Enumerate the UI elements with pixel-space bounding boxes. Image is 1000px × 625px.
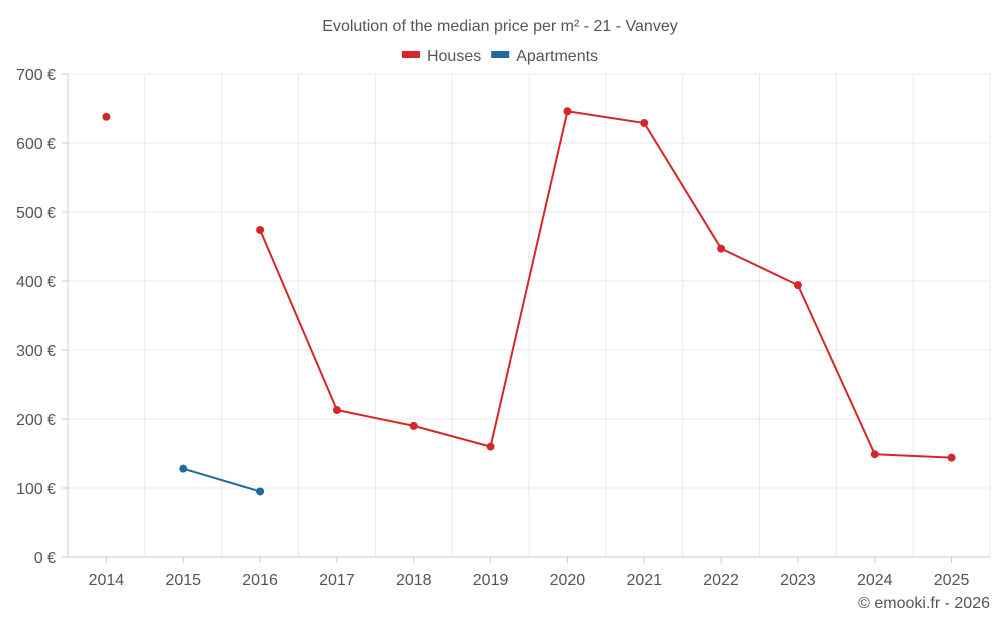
legend-swatch bbox=[491, 51, 510, 58]
x-tick-label: 2025 bbox=[934, 572, 970, 589]
axes: 0 € 100 € 200 € 300 € 400 € 500 € 600 € 700 € 20… bbox=[16, 67, 990, 589]
grid bbox=[67, 73, 991, 557]
x-tick-label: 2021 bbox=[626, 572, 662, 589]
x-tick-label: 2019 bbox=[473, 572, 509, 589]
x-tick-label: 2024 bbox=[857, 572, 893, 589]
apartments-series-line bbox=[182, 467, 261, 493]
legend-swatch bbox=[401, 51, 420, 58]
houses-point-2021[interactable] bbox=[640, 118, 649, 127]
y-tick-label: 700 € bbox=[16, 67, 56, 84]
houses-series-line bbox=[259, 110, 952, 459]
x-tick-label: 2022 bbox=[703, 572, 739, 589]
x-tick-label: 2015 bbox=[165, 572, 201, 589]
credit-text: © emooki.fr - 2026 bbox=[858, 595, 990, 612]
legend-label: Apartments bbox=[516, 48, 598, 65]
houses-point-2019[interactable] bbox=[486, 442, 495, 451]
houses-point-2014[interactable] bbox=[102, 112, 111, 121]
x-tick-label: 2016 bbox=[242, 572, 278, 589]
legend-item-apartments[interactable]: Apartments bbox=[491, 48, 598, 65]
x-tick-label: 2014 bbox=[89, 572, 125, 589]
y-tick-label: 200 € bbox=[16, 412, 56, 429]
y-tick-label: 0 € bbox=[34, 550, 56, 567]
apartments-point-2016[interactable] bbox=[256, 487, 265, 496]
houses-point-2022[interactable] bbox=[717, 244, 726, 253]
houses-point-2018[interactable] bbox=[409, 421, 418, 430]
x-tick-label: 2017 bbox=[319, 572, 355, 589]
x-tick-label: 2018 bbox=[396, 572, 432, 589]
y-tick-label: 100 € bbox=[16, 481, 56, 498]
apartments-point-2015[interactable] bbox=[179, 464, 188, 473]
legend-item-houses[interactable]: Houses bbox=[401, 48, 481, 65]
houses-point-2017[interactable] bbox=[332, 406, 341, 415]
y-tick-label: 600 € bbox=[16, 136, 56, 153]
chart-title: Evolution of the median price per m² - 2… bbox=[322, 18, 677, 35]
houses-point-2025[interactable] bbox=[947, 453, 956, 462]
houses-point-2020[interactable] bbox=[563, 107, 572, 116]
legend: Houses Apartments bbox=[401, 48, 598, 65]
houses-point-2024[interactable] bbox=[870, 450, 879, 459]
houses-point-2023[interactable] bbox=[793, 281, 802, 290]
legend-label: Houses bbox=[427, 48, 481, 65]
series-layer bbox=[102, 107, 956, 496]
x-tick-label: 2020 bbox=[550, 572, 586, 589]
houses-point-2016[interactable] bbox=[256, 225, 265, 234]
y-tick-label: 400 € bbox=[16, 274, 56, 291]
x-tick-label: 2023 bbox=[780, 572, 816, 589]
y-tick-label: 300 € bbox=[16, 343, 56, 360]
y-tick-label: 500 € bbox=[16, 205, 56, 222]
